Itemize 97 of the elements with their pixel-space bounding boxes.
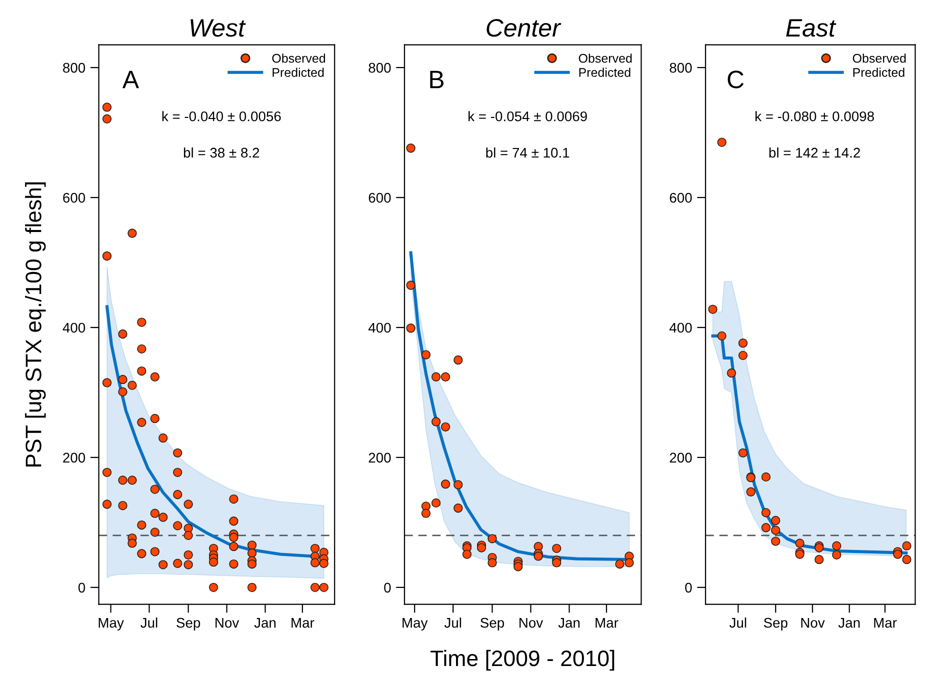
x-tick-label: Jan <box>558 618 580 628</box>
point <box>454 504 463 513</box>
point <box>454 480 463 490</box>
chart-title: East <box>786 19 836 37</box>
point <box>771 516 780 526</box>
point <box>624 558 634 568</box>
point <box>488 534 497 544</box>
point <box>738 448 748 458</box>
chart-title: Center <box>486 19 562 37</box>
point <box>421 508 431 518</box>
y-tick-label: 800 <box>63 62 86 73</box>
point <box>893 550 902 559</box>
x-tick-label: Nov <box>216 618 240 628</box>
x-tick-label: Jul <box>140 618 158 628</box>
y-tick-label: 0 <box>685 582 692 593</box>
legend-label: Predicted <box>853 68 904 77</box>
y-tick-label: 0 <box>78 582 86 593</box>
point <box>738 338 748 348</box>
point <box>462 550 472 559</box>
x-tick-label: Sep <box>764 618 788 630</box>
x-tick-label: Jan <box>838 618 860 628</box>
x-tick-label: Sep <box>176 618 200 630</box>
point <box>717 331 726 341</box>
point <box>726 368 736 378</box>
annotation: k = -0.040 ± 0.0056 <box>162 111 281 122</box>
x-tick-label: Mar <box>596 618 618 628</box>
x-tick-label: Mar <box>292 618 314 628</box>
annotation: bl = 74 ± 10.1 <box>486 147 570 158</box>
point <box>552 558 562 568</box>
x-tick-label: Nov <box>520 618 544 628</box>
point <box>440 480 450 489</box>
x-tick-label: Nov <box>801 618 825 628</box>
point <box>717 138 726 147</box>
annotation: k = -0.054 ± 0.0069 <box>468 111 587 122</box>
point <box>814 554 824 564</box>
y-tick-label: 600 <box>63 192 86 203</box>
legend-label: Predicted <box>579 68 630 77</box>
x-tick-label: Mar <box>874 618 897 628</box>
point <box>534 552 543 561</box>
x-tick-label: Sep <box>480 618 504 630</box>
point <box>431 372 441 382</box>
annotation: B <box>430 70 444 88</box>
point <box>476 543 486 552</box>
annotation: A <box>122 70 139 88</box>
point <box>406 144 416 153</box>
point <box>440 372 450 382</box>
legend-label: Observed <box>272 54 326 63</box>
annotation: bl = 142 ± 14.2 <box>769 147 860 158</box>
y-tick-label: 800 <box>670 62 692 73</box>
point <box>406 280 416 290</box>
point <box>761 508 771 518</box>
legend-label: Predicted <box>272 68 324 77</box>
point <box>488 558 497 568</box>
y-tick-label: 800 <box>368 62 391 73</box>
annotation: k = -0.080 ± 0.0098 <box>756 111 874 122</box>
chart-title: West <box>190 19 246 37</box>
point <box>440 422 450 432</box>
x-axis-title: Time [2009 - 2010] <box>430 650 614 671</box>
point <box>514 562 523 572</box>
legend-label: Observed <box>578 54 632 63</box>
y-tick-label: 400 <box>62 322 86 333</box>
point <box>431 498 441 508</box>
y-tick-label: 200 <box>670 452 692 463</box>
point <box>902 541 912 550</box>
x-tick-label: Jan <box>254 618 276 628</box>
point <box>771 526 780 535</box>
x-tick-label: May <box>98 618 124 630</box>
y-tick-label: 400 <box>669 322 692 333</box>
point <box>761 523 771 532</box>
y-axis-title: PST [ug STX eq./100 g flesh] <box>25 182 46 466</box>
point <box>832 541 842 550</box>
point <box>746 487 756 496</box>
point <box>761 472 771 482</box>
point <box>421 350 431 360</box>
point <box>771 536 780 546</box>
point <box>832 550 842 560</box>
y-tick-label: 200 <box>368 452 391 463</box>
point <box>795 538 804 548</box>
point <box>902 554 912 564</box>
point <box>552 544 562 554</box>
x-tick-label: Jul <box>444 618 462 628</box>
point <box>454 355 463 365</box>
annotation: bl = 38 ± 8.2 <box>184 147 260 158</box>
y-tick-label: 0 <box>384 582 391 593</box>
x-tick-label: Jul <box>730 618 746 628</box>
y-tick-label: 400 <box>368 322 391 333</box>
point <box>708 304 718 314</box>
point <box>431 417 441 426</box>
x-tick-label: May <box>402 618 428 630</box>
legend-label: Observed <box>852 54 906 63</box>
point <box>615 559 624 569</box>
y-tick-label: 600 <box>368 192 391 203</box>
point <box>406 324 416 333</box>
point <box>738 350 748 360</box>
y-tick-label: 600 <box>670 192 692 203</box>
annotation: C <box>728 70 744 88</box>
y-tick-label: 200 <box>63 452 86 463</box>
